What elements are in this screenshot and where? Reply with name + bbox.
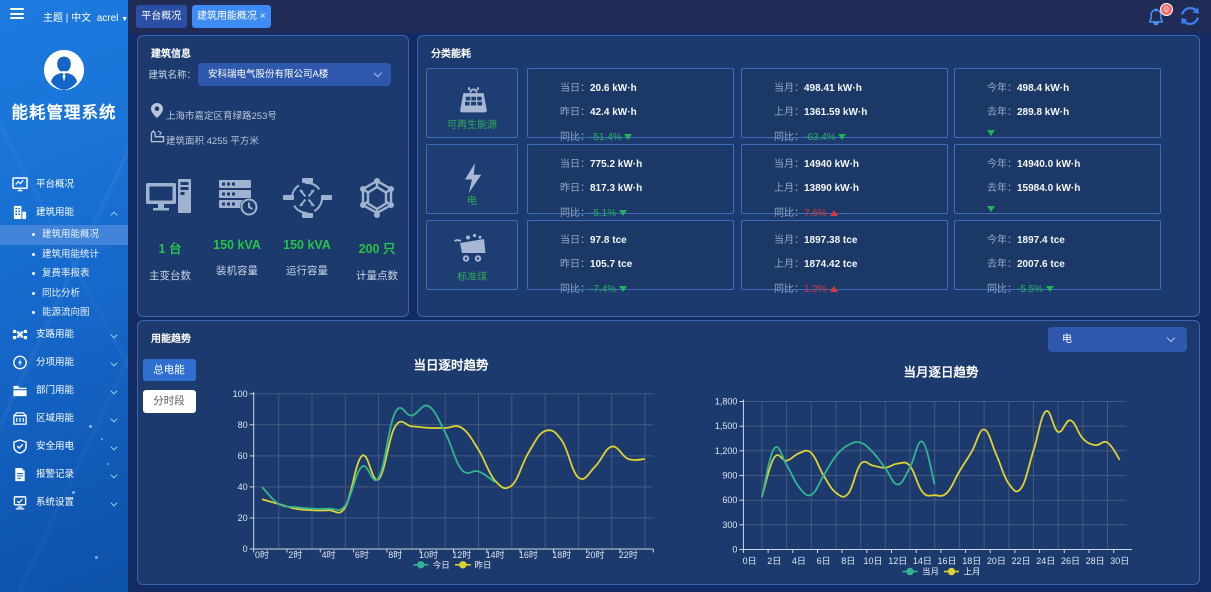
svg-text:今日: 今日 [433,560,450,570]
svg-text:26日: 26日 [1061,556,1080,566]
svg-text:80: 80 [238,420,248,430]
svg-text:18时: 18时 [552,549,571,560]
svg-text:上月: 上月 [964,567,981,577]
svg-text:2时: 2时 [288,549,302,560]
svg-text:900: 900 [722,471,737,481]
svg-text:20: 20 [238,513,248,523]
svg-text:12日: 12日 [888,556,907,566]
svg-text:20日: 20日 [987,556,1006,566]
svg-text:60: 60 [238,451,248,461]
svg-text:8日: 8日 [841,556,855,566]
svg-text:16日: 16日 [937,556,956,566]
svg-text:40: 40 [238,482,248,492]
svg-text:24日: 24日 [1036,556,1055,566]
svg-text:22日: 22日 [1012,556,1031,566]
svg-text:2日: 2日 [767,556,781,566]
svg-text:当日逐时趋势: 当日逐时趋势 [413,358,489,373]
svg-text:8时: 8时 [388,549,402,560]
svg-text:6日: 6日 [817,556,831,566]
svg-text:当月逐日趋势: 当月逐日趋势 [903,365,979,380]
svg-text:30日: 30日 [1110,556,1129,566]
svg-text:1,500: 1,500 [715,421,738,431]
svg-text:6时: 6时 [355,549,369,560]
svg-text:4日: 4日 [792,556,806,566]
svg-text:12时: 12时 [452,549,471,560]
svg-text:当月: 当月 [922,567,939,577]
svg-text:14日: 14日 [913,556,932,566]
svg-text:0时: 0时 [255,549,269,560]
svg-text:100: 100 [233,389,248,399]
svg-text:300: 300 [722,520,737,530]
svg-text:600: 600 [722,495,737,505]
svg-text:0: 0 [243,544,248,554]
svg-text:18日: 18日 [962,556,981,566]
svg-text:1,200: 1,200 [715,446,738,456]
svg-text:10时: 10时 [419,549,438,560]
svg-text:1,800: 1,800 [715,397,738,407]
svg-text:0: 0 [732,545,737,555]
svg-text:4时: 4时 [322,549,336,560]
svg-text:10日: 10日 [863,556,882,566]
svg-text:0日: 0日 [743,556,757,566]
svg-text:16时: 16时 [519,549,538,560]
svg-text:28日: 28日 [1086,556,1105,566]
svg-text:昨日: 昨日 [475,560,492,570]
svg-text:20时: 20时 [585,549,604,560]
svg-text:14时: 14时 [486,549,505,560]
svg-text:22时: 22时 [619,549,638,560]
